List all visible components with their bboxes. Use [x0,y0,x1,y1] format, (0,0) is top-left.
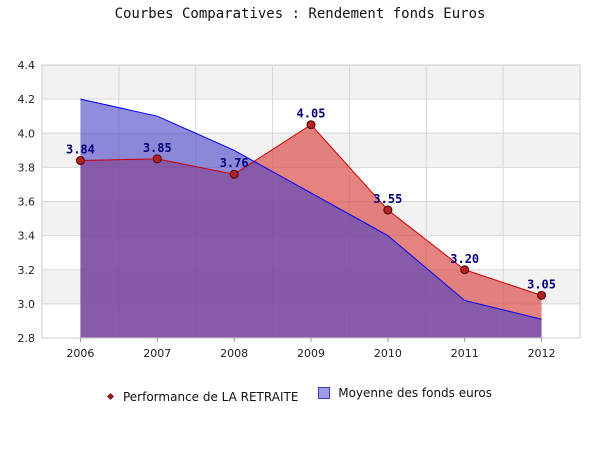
x-tick-label: 2010 [374,347,402,360]
y-tick-label: 4.0 [18,127,36,140]
legend-label-moyenne: Moyenne des fonds euros [338,386,492,400]
chart-title: Courbes Comparatives : Rendement fonds E… [114,6,486,22]
data-point [229,169,239,179]
series-area-moyenne [80,99,542,338]
x-tick-label: 2011 [451,347,479,360]
data-label: 3.55 [373,192,402,206]
data-point [152,154,162,164]
data-point [537,290,547,300]
legend: Performance de LA RETRAITE Moyenne des f… [0,386,600,404]
legend-label-retraite: Performance de LA RETRAITE [122,389,299,404]
x-tick-label: 2009 [297,347,325,360]
data-point [75,156,85,166]
data-label: 3.85 [143,141,172,155]
x-tick-label: 2007 [143,347,171,360]
legend-diamond-icon [106,392,115,401]
legend-square-icon [318,387,331,399]
data-label: 4.05 [297,107,326,121]
series-line-moyenne [80,98,542,320]
data-label: 3.05 [527,277,556,291]
legend-item-retraite: Performance de LA RETRAITE [106,389,299,404]
y-tick-label: 3.4 [18,230,36,243]
y-tick-label: 2.8 [18,332,36,345]
data-label: 3.20 [450,252,479,266]
data-point [306,120,316,130]
data-label: 3.84 [66,143,95,157]
y-tick-label: 3.8 [18,161,36,174]
x-tick-label: 2006 [66,347,94,360]
data-label: 3.76 [220,156,249,170]
legend-item-moyenne: Moyenne des fonds euros [318,386,492,400]
x-tick-label: 2012 [528,347,556,360]
data-point [383,205,393,215]
y-tick-label: 3.6 [18,196,36,209]
y-tick-label: 3.2 [18,264,36,277]
y-tick-label: 4.2 [18,93,36,106]
x-tick-label: 2008 [220,347,248,360]
y-tick-label: 4.4 [18,59,36,72]
data-point [460,265,470,275]
grid-band [42,65,580,100]
y-tick-label: 3.0 [18,298,36,311]
